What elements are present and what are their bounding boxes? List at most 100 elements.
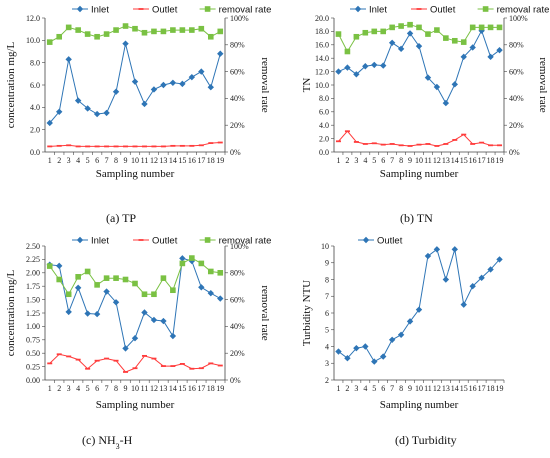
- x-tick-label: 18: [487, 156, 495, 165]
- data-point: [74, 97, 82, 104]
- data-point: [217, 141, 223, 144]
- y-tick-label: 12.0: [315, 67, 329, 76]
- y-tick-label: 2.0: [30, 125, 40, 134]
- caption-subscript: 3: [116, 442, 120, 451]
- data-point: [189, 27, 195, 33]
- data-point: [46, 119, 53, 127]
- legend-entry: removal rate: [219, 235, 272, 246]
- data-point: [179, 144, 185, 147]
- data-point: [84, 268, 91, 275]
- data-point: [122, 276, 129, 283]
- data-point: [496, 256, 503, 263]
- data-point: [113, 145, 119, 148]
- data-point: [169, 332, 177, 340]
- data-point: [388, 336, 396, 343]
- data-point: [132, 145, 138, 148]
- y2-tick-label: 80%: [509, 41, 524, 50]
- x-tick-label: 5: [372, 384, 376, 393]
- data-point: [207, 268, 214, 275]
- data-point: [335, 68, 342, 75]
- data-point: [406, 318, 414, 325]
- data-point: [469, 283, 476, 290]
- caption-part: (c) NH: [82, 433, 116, 447]
- x-tick-label: 13: [159, 384, 167, 393]
- legend: Inlet Outlet removal rate: [72, 235, 271, 246]
- data-point: [141, 100, 148, 108]
- x-tick-label: 1: [48, 156, 52, 165]
- data-point: [75, 145, 81, 148]
- x-axis-label: Sampling number: [96, 168, 175, 180]
- y-tick-label: 1.25: [26, 309, 40, 318]
- x-tick-label: 4: [363, 156, 367, 165]
- legend-swatch-marker: [354, 5, 362, 13]
- data-point: [416, 24, 422, 31]
- data-point: [113, 359, 119, 362]
- x-tick-label: 10: [131, 156, 139, 165]
- y-tick-label: 2.25: [26, 255, 40, 264]
- data-point: [94, 359, 100, 362]
- data-point: [103, 275, 110, 281]
- data-point: [217, 364, 223, 367]
- data-point: [424, 74, 432, 81]
- data-point: [150, 86, 158, 93]
- data-point: [425, 143, 431, 145]
- data-point: [451, 81, 458, 88]
- y-tick-label: 0.25: [26, 362, 40, 371]
- y-tick-label: 20.0: [315, 14, 329, 23]
- series-inlet: [335, 27, 503, 107]
- data-point: [131, 334, 139, 342]
- data-point: [460, 39, 467, 45]
- data-point: [460, 301, 467, 308]
- x-tick-label: 16: [469, 156, 477, 165]
- x-tick-label: 17: [478, 156, 486, 165]
- data-point: [371, 142, 377, 145]
- x-tick-label: 19: [216, 384, 224, 393]
- x-tick-label: 6: [95, 384, 99, 393]
- legend-entry: Inlet: [91, 235, 109, 246]
- x-tick-label: 18: [487, 384, 495, 393]
- panel-caption: (b) TN: [400, 211, 433, 225]
- legend: Inlet Outlet removal rate: [72, 4, 271, 15]
- data-point: [388, 39, 396, 46]
- data-point: [353, 33, 360, 40]
- data-point: [478, 274, 485, 282]
- data-point: [170, 144, 176, 147]
- x-tick-label: 9: [124, 384, 128, 393]
- data-point: [389, 143, 395, 145]
- x-tick-label: 17: [478, 384, 486, 393]
- y2-tick-label: 40%: [509, 94, 524, 103]
- y2-axis-label: removal rate: [537, 57, 549, 112]
- data-point: [189, 255, 195, 261]
- y-axis-label: TN: [301, 78, 313, 93]
- y2-axis-label: removal rate: [259, 57, 271, 112]
- y-tick-label: 0.75: [26, 336, 40, 345]
- data-point: [65, 308, 72, 316]
- data-point: [170, 365, 176, 367]
- data-point: [94, 145, 100, 148]
- data-point: [344, 130, 350, 133]
- y-tick-label: 4.0: [30, 103, 40, 112]
- y2-tick-label: 0%: [230, 148, 241, 157]
- data-point: [451, 37, 458, 44]
- x-tick-label: 12: [150, 156, 158, 165]
- data-point: [93, 110, 101, 118]
- x-tick-label: 10: [131, 384, 139, 393]
- y-tick-label: 10.0: [26, 36, 40, 45]
- data-point: [113, 27, 119, 33]
- data-point: [104, 357, 110, 360]
- x-tick-label: 6: [381, 156, 385, 165]
- data-point: [460, 53, 467, 61]
- y2-tick-label: 40%: [230, 94, 245, 103]
- data-point: [461, 133, 467, 136]
- legend-entry: Outlet: [430, 4, 456, 15]
- series-outlet: [335, 246, 503, 365]
- series-removal-rate: [46, 255, 224, 298]
- data-point: [189, 367, 195, 370]
- legend-swatch-marker: [138, 8, 144, 10]
- data-point: [56, 33, 63, 40]
- y-tick-label: 8: [325, 275, 329, 284]
- data-point: [160, 145, 166, 148]
- series-outlet: [47, 353, 223, 373]
- data-point: [487, 266, 494, 273]
- series-inlet: [46, 255, 224, 352]
